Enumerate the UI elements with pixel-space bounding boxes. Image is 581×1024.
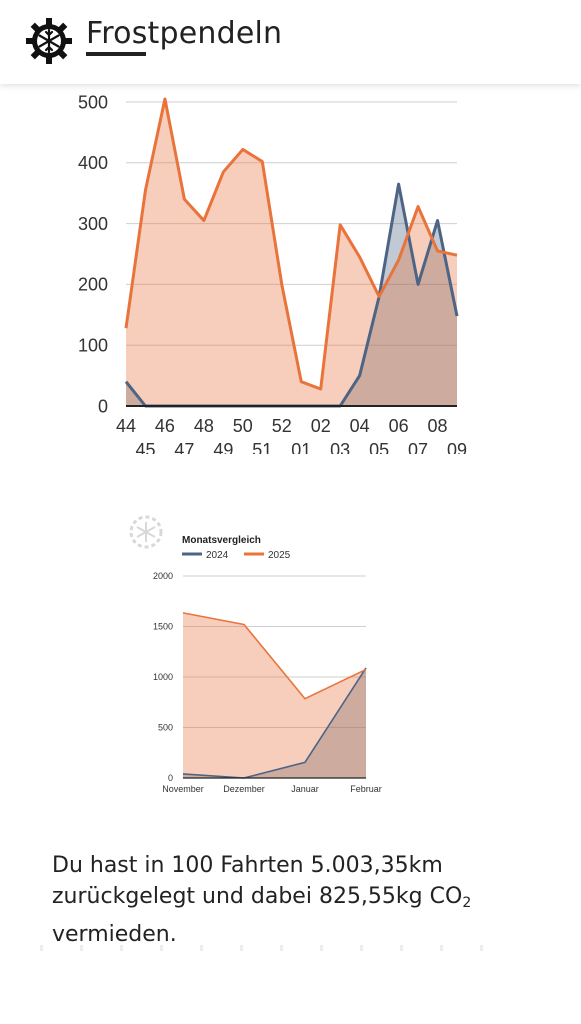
series-area-2025 — [183, 612, 366, 778]
x-tick-label: 01 — [291, 440, 311, 454]
series-area-2025 — [126, 98, 457, 407]
x-tick-label: November — [162, 784, 204, 794]
cut-off-text — [40, 945, 490, 951]
x-tick-label: 46 — [155, 416, 175, 436]
y-tick-label: 500 — [158, 723, 173, 733]
series-line-2025 — [124, 97, 458, 391]
x-tick-label: 51 — [252, 440, 272, 454]
snowflake-gear-icon[interactable] — [24, 16, 74, 66]
y-tick-label: 2000 — [153, 571, 173, 581]
series-area-2024 — [126, 184, 457, 406]
weekly-chart: 0 100 200 300 400 500 44 45 46 47 48 49 50 51 52 01 02 03… — [0, 84, 581, 454]
summary-line-3: vermieden. — [52, 922, 177, 947]
y-tick-label: 300 — [78, 214, 108, 234]
x-tick-label: 45 — [135, 440, 155, 454]
x-tick-label: 48 — [194, 416, 214, 436]
x-tick-label: 02 — [311, 416, 331, 436]
legend-label-2024: 2024 — [206, 550, 229, 561]
summary-line-2: zurückgelegt und dabei 825,55kg CO — [52, 884, 463, 909]
series-line-2025 — [182, 612, 367, 700]
y-tick-label: 500 — [78, 92, 108, 112]
x-tick-label: 49 — [213, 440, 233, 454]
x-tick-label: 09 — [447, 440, 467, 454]
x-tick-label: 44 — [116, 416, 136, 436]
title-underline — [86, 52, 146, 56]
legend-label-2025: 2025 — [268, 550, 291, 561]
y-tick-label: 100 — [78, 336, 108, 356]
y-tick-label: 200 — [78, 275, 108, 295]
x-tick-label: Februar — [350, 784, 382, 794]
x-tick-label: 07 — [408, 440, 428, 454]
ride-summary: Du hast in 100 Fahrten 5.003,35km zurück… — [52, 850, 472, 950]
summary-subscript: 2 — [462, 895, 472, 911]
x-tick-label: 47 — [174, 440, 194, 454]
app-title: Frostpendeln — [86, 16, 283, 51]
series-line-2024 — [182, 667, 367, 779]
x-tick-label: 04 — [350, 416, 370, 436]
y-tick-label: 0 — [168, 773, 173, 783]
x-tick-label: 03 — [330, 440, 350, 454]
x-tick-label: 08 — [428, 416, 448, 436]
snowflake-gear-icon — [129, 515, 163, 549]
y-tick-label: 0 — [98, 396, 108, 416]
y-tick-label: 1000 — [153, 672, 173, 682]
y-tick-label: 400 — [78, 153, 108, 173]
series-area-2024 — [183, 667, 366, 778]
x-tick-label: Januar — [291, 784, 319, 794]
x-tick-label: Dezember — [223, 784, 265, 794]
summary-line-1: Du hast in 100 Fahrten 5.003,35km — [52, 853, 443, 878]
monthly-chart-svg: Monatsvergleich 2024 2025 0 500 1000 1500 2000 N… — [129, 515, 382, 794]
app-header: Frostpendeln — [0, 0, 581, 84]
x-tick-label: 05 — [369, 440, 389, 454]
x-tick-label: 52 — [272, 416, 292, 436]
chart-title: Monatsvergleich — [182, 535, 261, 546]
x-tick-label: 50 — [233, 416, 253, 436]
y-tick-label: 1500 — [153, 622, 173, 632]
x-tick-label: 06 — [389, 416, 409, 436]
monthly-chart: Monatsvergleich 2024 2025 0 500 1000 1500 2000 N… — [120, 500, 420, 810]
